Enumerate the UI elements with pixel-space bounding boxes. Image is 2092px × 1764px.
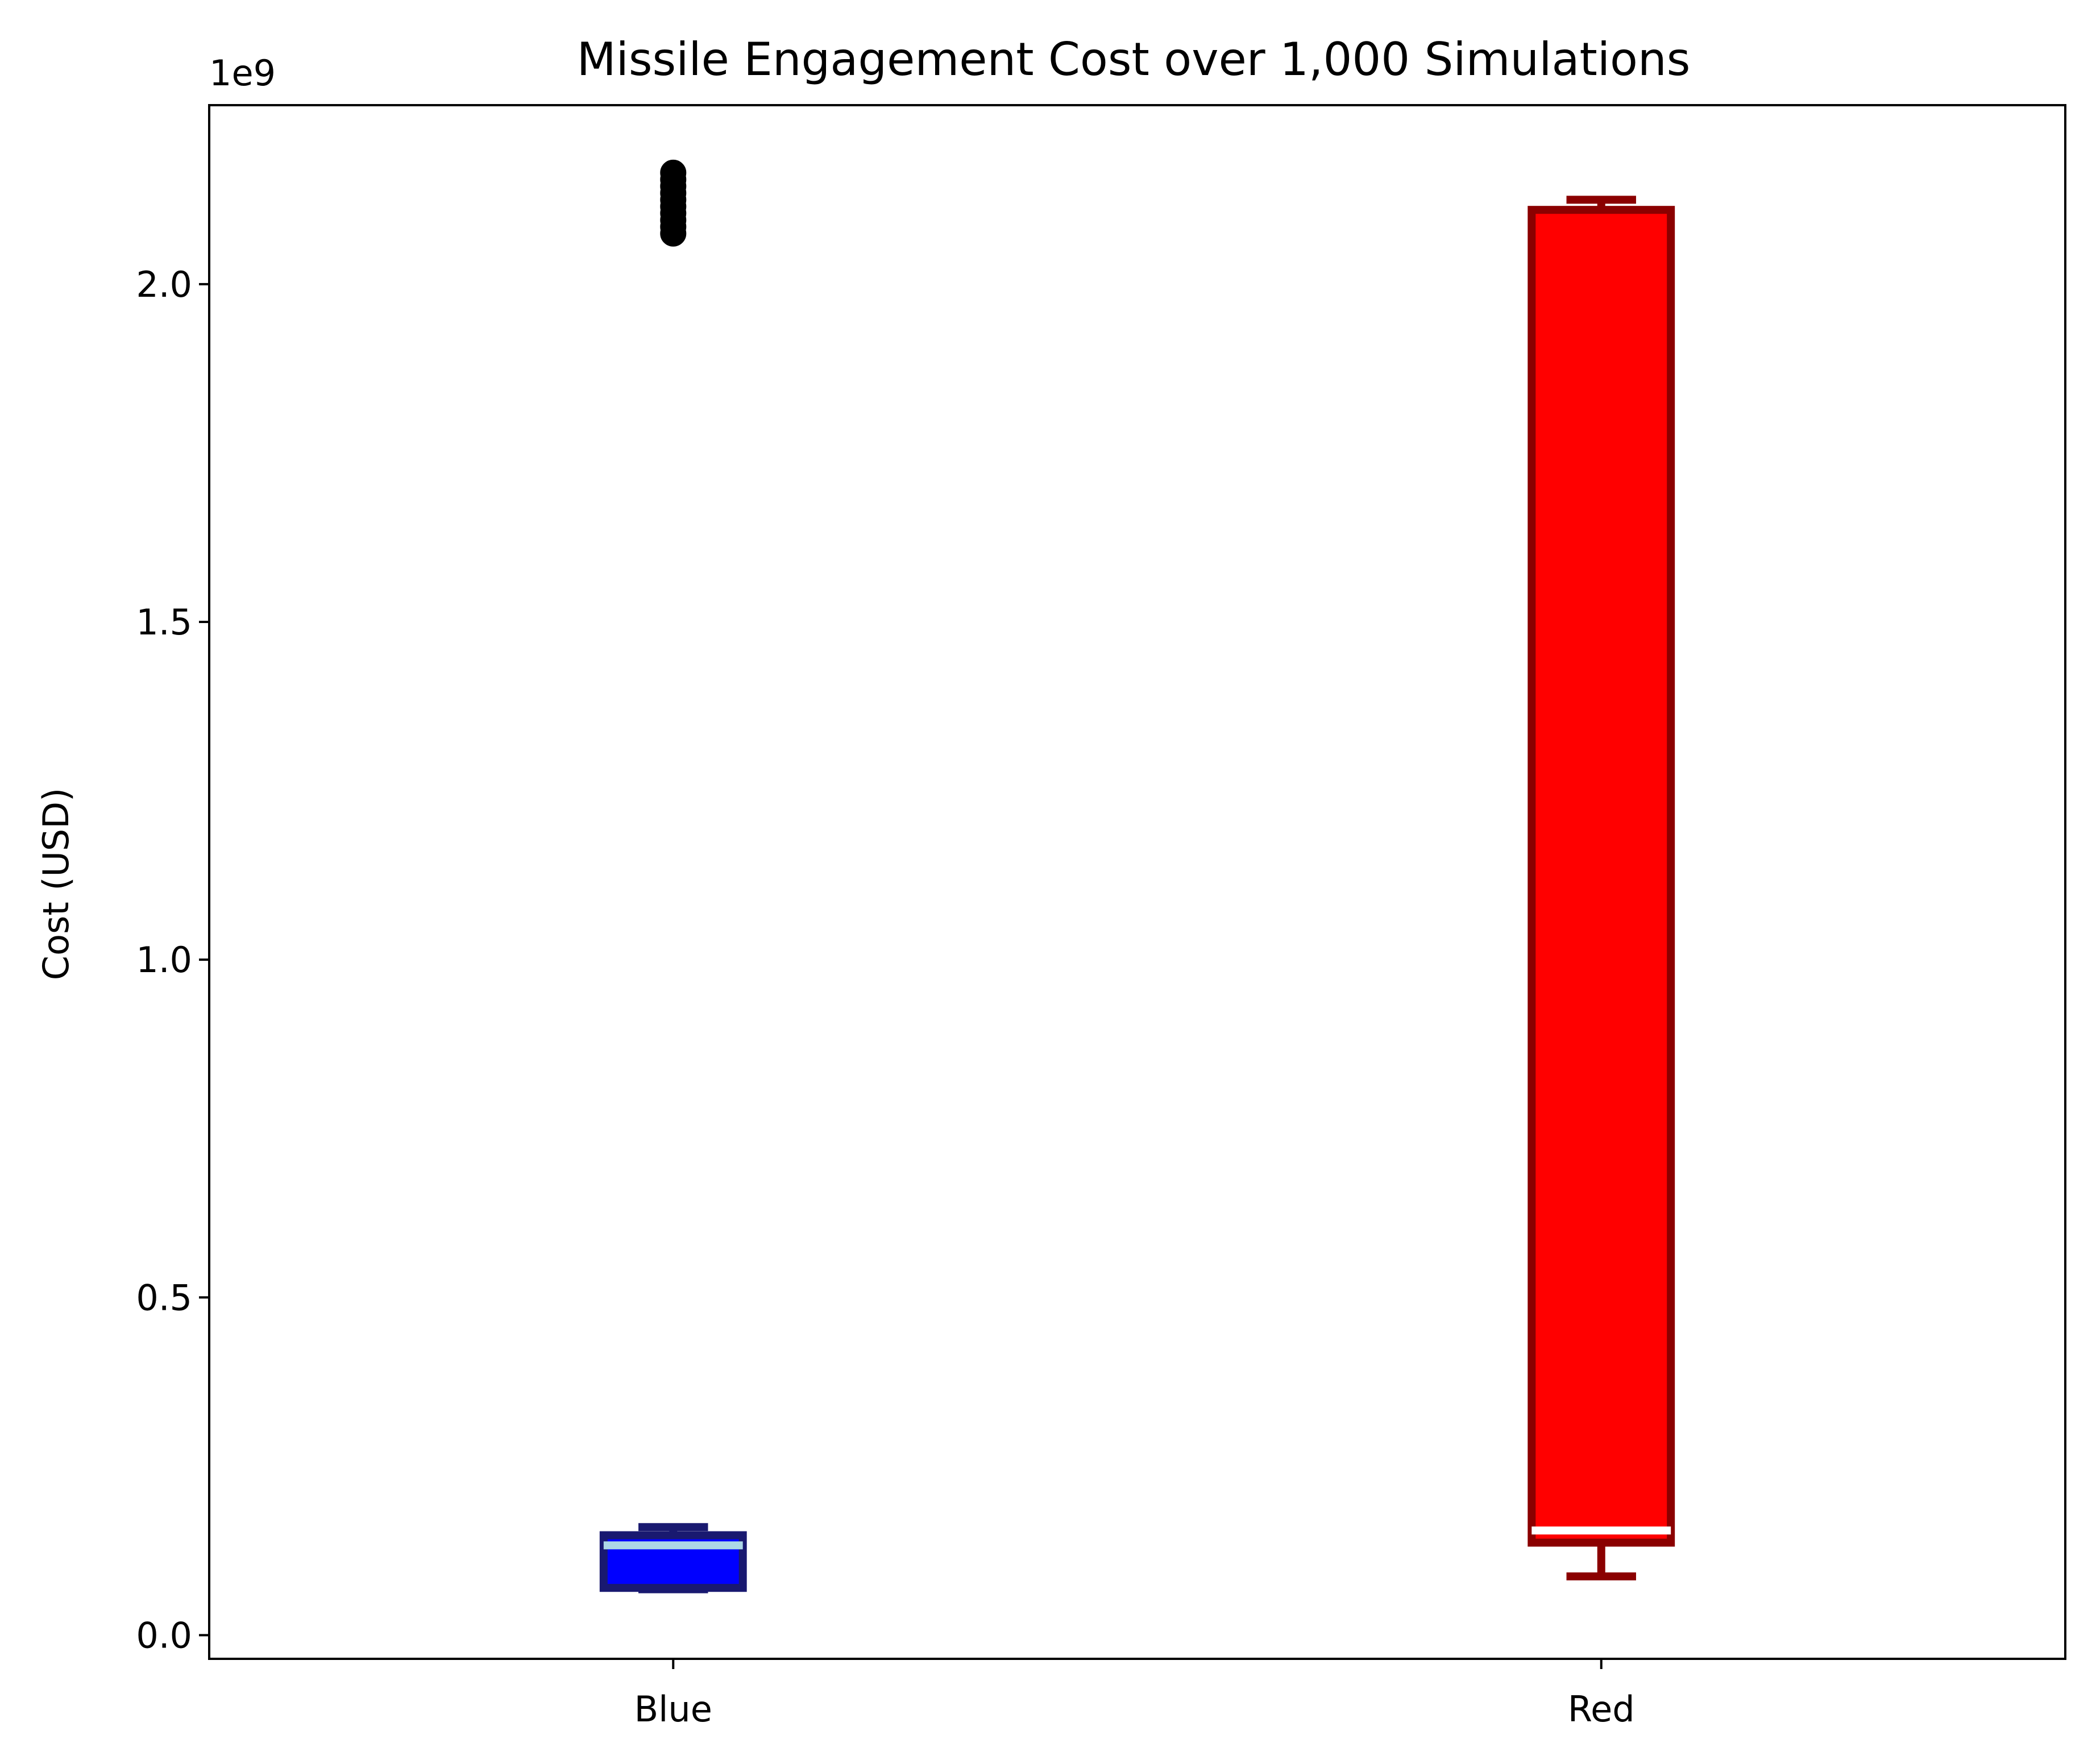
y-tick-label: 2.0 — [136, 264, 192, 305]
plot-area — [599, 159, 1675, 1593]
chart-title: Missile Engagement Cost over 1,000 Simul… — [577, 33, 1691, 86]
y-tick-label: 1.0 — [136, 939, 192, 981]
box-body — [1528, 206, 1675, 1547]
box-red — [1528, 196, 1675, 1581]
box-blue — [599, 159, 747, 1593]
y-axis-label: Cost (USD) — [35, 788, 77, 980]
y-tick-label: 1.5 — [136, 601, 192, 643]
y-tick-label: 0.0 — [136, 1614, 192, 1656]
y-axis-offset-label: 1e9 — [209, 52, 276, 94]
y-tick-label: 0.5 — [136, 1277, 192, 1318]
x-tick-label: Blue — [634, 1688, 712, 1730]
plot-frame — [208, 104, 2066, 1660]
x-tick-label: Red — [1568, 1688, 1635, 1730]
outlier-point — [660, 159, 687, 186]
